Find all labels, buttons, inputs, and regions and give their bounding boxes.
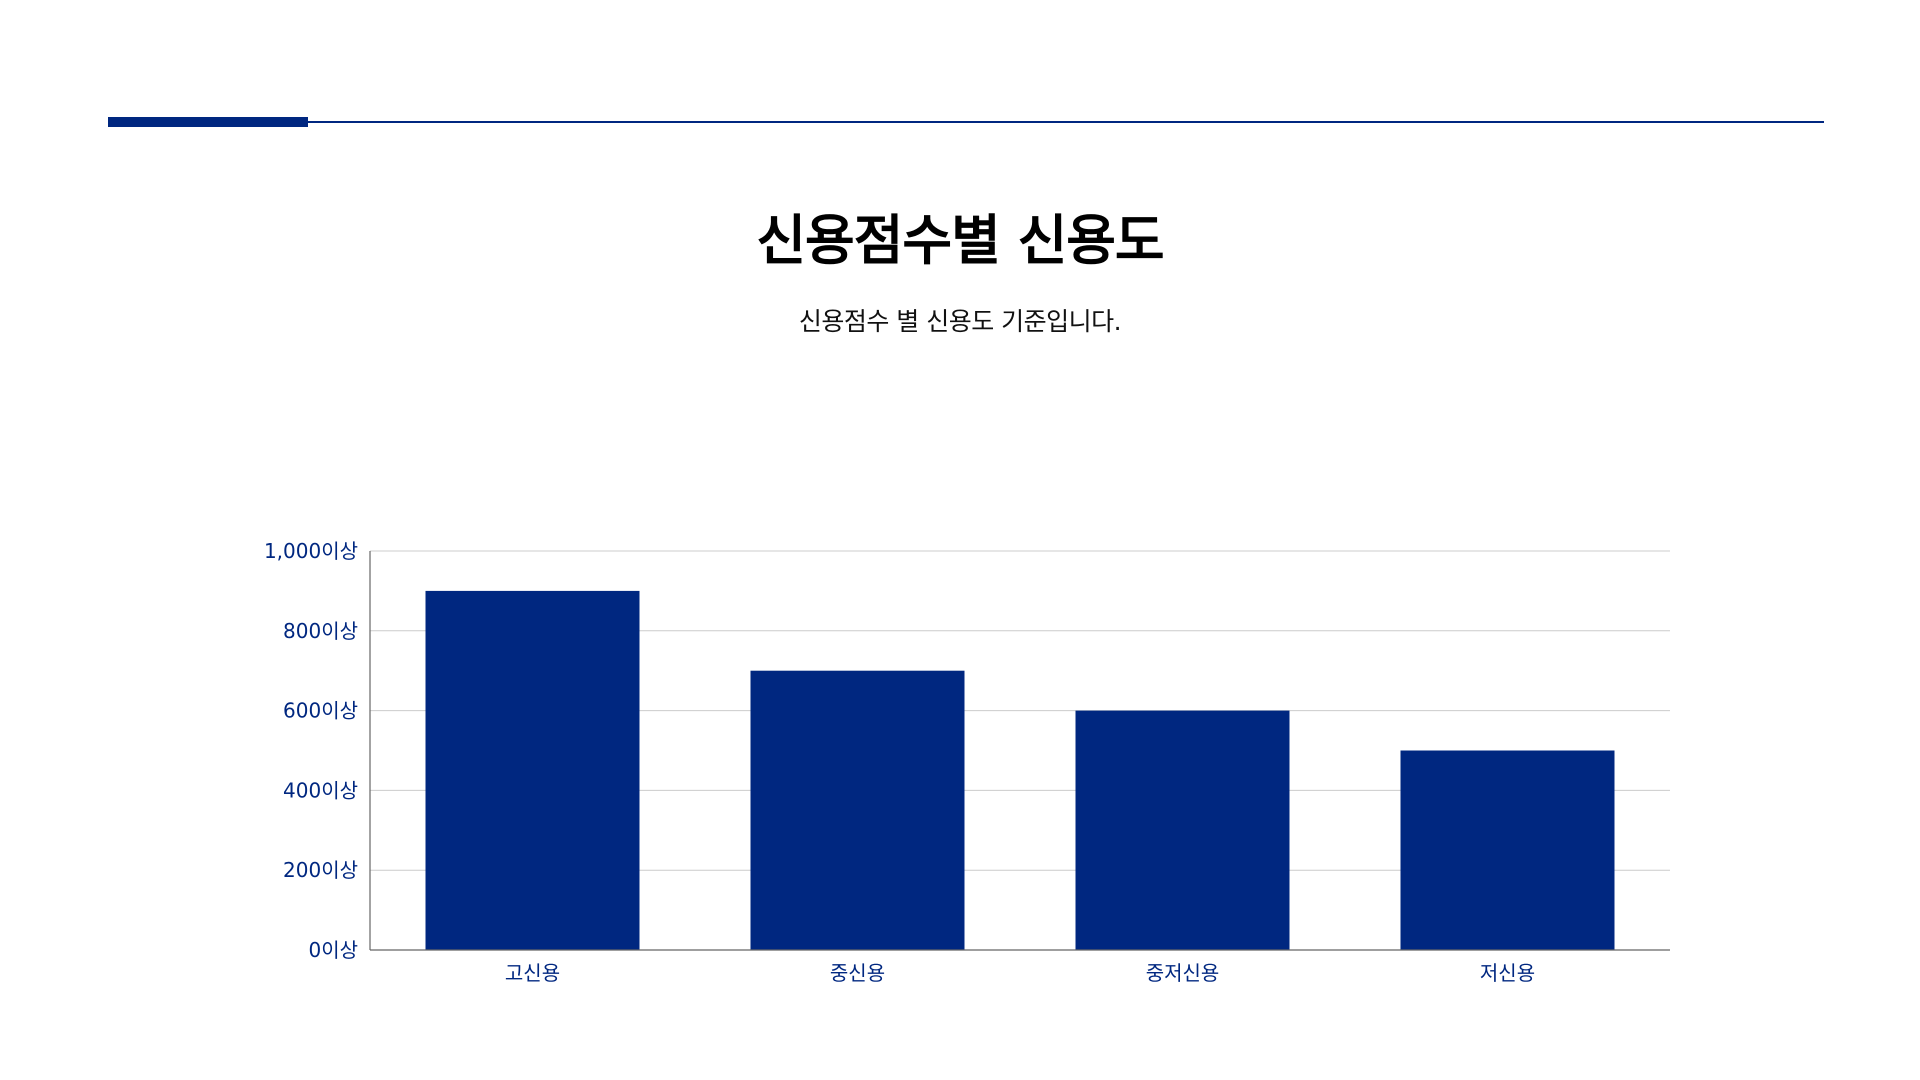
y-tick-label: 400이상 bbox=[283, 778, 358, 802]
x-tick-labels: 고신용 중신용 중저신용 저신용 bbox=[505, 961, 1535, 985]
page-title: 신용점수별 신용도 bbox=[756, 209, 1164, 272]
y-tick-label: 800이상 bbox=[283, 619, 358, 643]
x-tick-label: 저신용 bbox=[1480, 961, 1535, 985]
y-tick-label: 200이상 bbox=[283, 858, 358, 882]
header-accent-bar bbox=[108, 117, 308, 127]
header-rule bbox=[108, 121, 1824, 123]
y-tick-label: 600이상 bbox=[283, 699, 358, 723]
y-tick-label: 0이상 bbox=[308, 938, 358, 962]
bar-1 bbox=[425, 590, 640, 950]
bar-3 bbox=[1075, 710, 1290, 950]
page-subtitle: 신용점수 별 신용도 기준입니다. bbox=[798, 307, 1122, 336]
bars bbox=[425, 590, 1615, 950]
x-tick-label: 중신용 bbox=[830, 961, 885, 985]
axes bbox=[369, 551, 1670, 951]
y-tick-label: 1,000이상 bbox=[264, 539, 358, 563]
x-tick-label: 고신용 bbox=[505, 961, 560, 985]
bar-4 bbox=[1400, 750, 1615, 950]
y-tick-labels: 0이상 200이상 400이상 600이상 800이상 1,000이상 bbox=[264, 539, 358, 962]
bar-2 bbox=[750, 670, 965, 950]
x-tick-label: 중저신용 bbox=[1146, 961, 1220, 985]
